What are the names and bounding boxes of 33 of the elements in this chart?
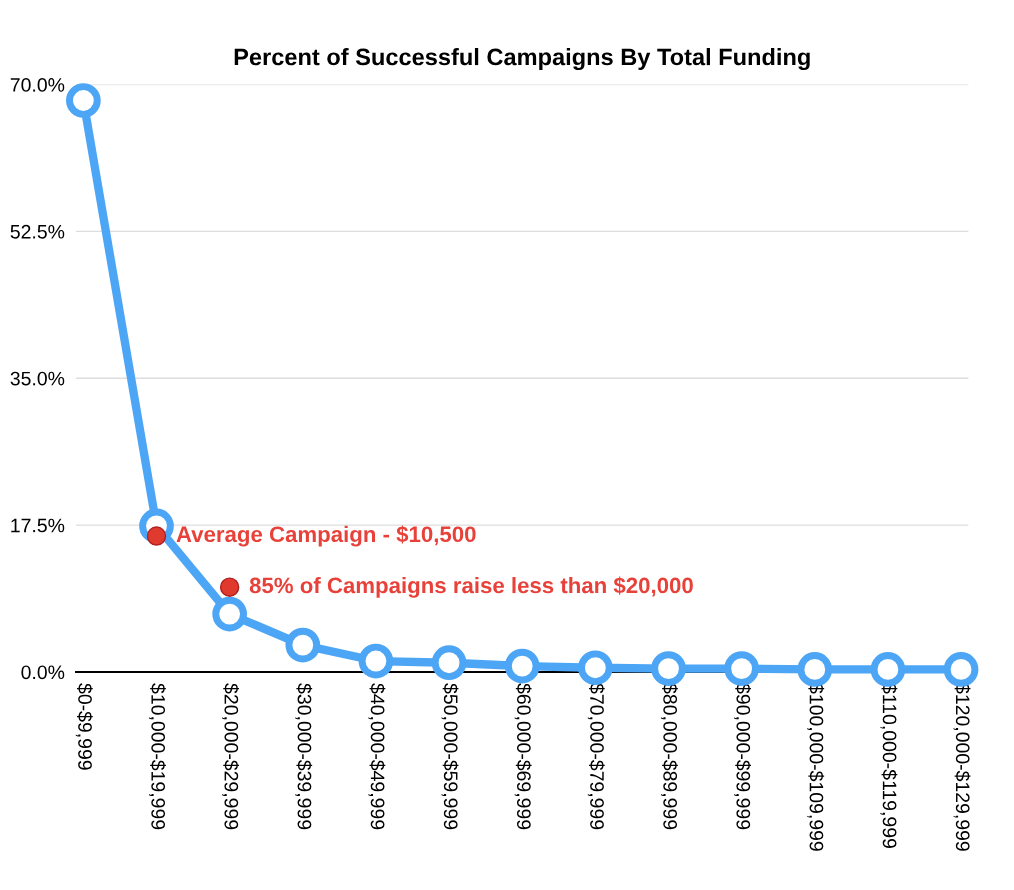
point: [870, 652, 906, 687]
point: [285, 627, 321, 663]
y-tick-label: 35.0%: [10, 371, 65, 386]
y-tick-label: 0.0%: [21, 665, 65, 680]
x-tick-label: $10,000-$19,999: [148, 683, 166, 830]
x-tick-label: $0-$9,999: [75, 683, 93, 770]
x-tick-label: $120,000-$129,999: [953, 683, 971, 851]
point: [431, 645, 467, 681]
x-tick-label: $40,000-$49,999: [368, 683, 386, 830]
x-tick-label: $50,000-$59,999: [441, 683, 459, 830]
annotation: 85% of Campaigns raise less than $20,000: [249, 576, 693, 598]
y-tick-label: 70.0%: [10, 78, 65, 92]
point: [943, 652, 979, 687]
point: [212, 596, 247, 632]
x-tick-label: $90,000-$99,999: [734, 683, 751, 830]
chart-title: Percent of Successful Campaigns By Total Funding: [234, 47, 810, 71]
point: [797, 652, 833, 687]
x-tick-label: $70,000-$79,999: [587, 683, 605, 830]
y-tick-label: 17.5%: [11, 518, 65, 533]
x-tick-label: $30,000-$39,999: [295, 683, 313, 830]
point: [504, 648, 540, 684]
point: [577, 650, 613, 686]
point: [724, 651, 759, 686]
x-tick-label: $20,000-$29,999: [222, 683, 240, 830]
point: [66, 83, 101, 118]
annotation: Average Campaign - $10,500: [176, 525, 476, 547]
point: [358, 643, 394, 679]
x-tick-label: $60,000-$69,999: [514, 683, 532, 830]
x-tick-label: $110,000-$119,999: [880, 683, 898, 848]
x-tick-label: $100,000-$109,999: [807, 683, 825, 851]
point: [651, 651, 686, 686]
y-tick-label: 52.5%: [10, 224, 65, 239]
x-tick-label: $80,000-$89,999: [660, 683, 678, 830]
